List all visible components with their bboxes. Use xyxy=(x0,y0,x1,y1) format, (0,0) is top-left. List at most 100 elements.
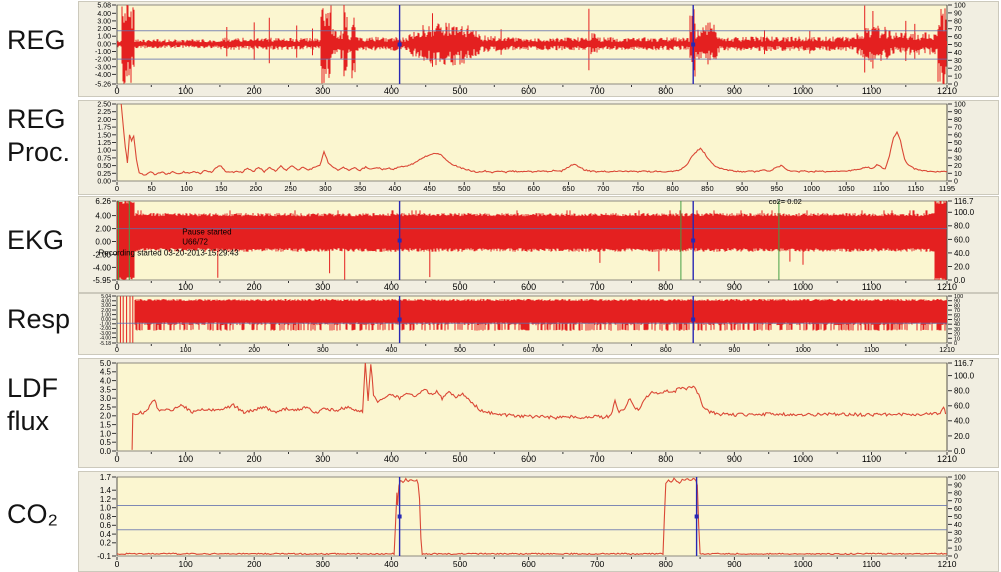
svg-text:100.0: 100.0 xyxy=(954,208,975,217)
panel-ekg[interactable]: Pause started U66/72 Recording started 03-… xyxy=(78,196,999,293)
svg-text:800: 800 xyxy=(658,86,673,96)
svg-text:60.0: 60.0 xyxy=(954,235,970,244)
svg-text:-2.00: -2.00 xyxy=(100,326,112,332)
svg-text:5.04: 5.04 xyxy=(101,294,111,300)
svg-text:100: 100 xyxy=(178,282,193,292)
svg-text:Recording started 03-20-2013-1: Recording started 03-20-2013-15:29:43 xyxy=(99,248,240,257)
svg-text:-2.00: -2.00 xyxy=(95,57,111,64)
svg-text:60: 60 xyxy=(954,313,960,319)
panel-resp[interactable]: 5.04 4.00 3.00 2.00 1.00 0.00 -1.00 -2.00 -3.00-… xyxy=(78,293,999,355)
svg-text:50: 50 xyxy=(954,514,962,521)
svg-text:0.75: 0.75 xyxy=(97,155,111,162)
svg-text:1.50: 1.50 xyxy=(97,132,111,139)
svg-text:1.5: 1.5 xyxy=(100,421,112,430)
svg-text:20: 20 xyxy=(954,538,962,545)
svg-text:400: 400 xyxy=(386,347,398,354)
svg-text:850: 850 xyxy=(701,184,714,193)
svg-text:1050: 1050 xyxy=(838,184,855,193)
svg-text:-0.1: -0.1 xyxy=(97,552,111,561)
svg-text:350: 350 xyxy=(354,184,367,193)
svg-text:10: 10 xyxy=(954,171,962,178)
panel-co2[interactable]: 1.7 1.4 1.2 1.0 0.8 0.6 0.4 0.2 -0.1 100 90 80 70 60 5… xyxy=(78,471,999,572)
svg-text:80.0: 80.0 xyxy=(954,387,970,396)
svg-text:30: 30 xyxy=(954,58,962,65)
svg-text:70: 70 xyxy=(954,498,962,505)
svg-text:4.0: 4.0 xyxy=(100,377,112,386)
svg-text:500: 500 xyxy=(452,454,467,464)
svg-text:1000: 1000 xyxy=(793,86,813,96)
svg-text:700: 700 xyxy=(591,347,603,354)
svg-text:900: 900 xyxy=(727,559,741,569)
svg-text:500: 500 xyxy=(453,559,467,569)
svg-text:700: 700 xyxy=(590,282,605,292)
signal-label-ekg: EKG xyxy=(7,225,65,255)
chart-svg-regproc[interactable]: 2.502.252.001.751.501.251.000.750.500.25… xyxy=(79,101,998,194)
svg-text:1210: 1210 xyxy=(938,559,957,569)
svg-text:-4.00: -4.00 xyxy=(93,263,112,272)
svg-text:500: 500 xyxy=(452,282,467,292)
svg-text:0: 0 xyxy=(115,559,120,569)
svg-text:500: 500 xyxy=(452,86,467,96)
chart-svg-resp[interactable]: 5.044.003.002.001.000.00-1.00-2.00-3.00-… xyxy=(79,294,998,354)
svg-text:0.4: 0.4 xyxy=(100,530,112,539)
svg-text:700: 700 xyxy=(590,454,605,464)
svg-text:1000: 1000 xyxy=(793,454,813,464)
panel-reg[interactable]: 5.08 4.00 3.00 2.00 1.00 0.00 -1.00 -2.00 -3.00-… xyxy=(78,1,999,97)
svg-text:2.00: 2.00 xyxy=(97,26,111,33)
svg-text:50: 50 xyxy=(148,184,156,193)
svg-text:50: 50 xyxy=(954,140,962,147)
svg-text:800: 800 xyxy=(666,184,679,193)
svg-text:20.0: 20.0 xyxy=(954,262,970,271)
svg-text:400: 400 xyxy=(384,282,399,292)
signal-label-ldf: LDF flux xyxy=(7,373,59,436)
svg-text:40: 40 xyxy=(954,50,962,57)
svg-text:20: 20 xyxy=(954,163,962,170)
svg-text:1.0: 1.0 xyxy=(100,504,112,513)
svg-text:500: 500 xyxy=(458,184,471,193)
svg-text:60.0: 60.0 xyxy=(954,402,970,411)
svg-text:-3.00: -3.00 xyxy=(95,64,111,71)
svg-text:1000: 1000 xyxy=(795,347,811,354)
svg-text:1100: 1100 xyxy=(873,184,889,193)
svg-text:1100: 1100 xyxy=(862,282,881,292)
svg-text:60: 60 xyxy=(954,132,962,139)
svg-text:40: 40 xyxy=(954,148,962,155)
svg-text:300: 300 xyxy=(316,559,330,569)
svg-text:0.00: 0.00 xyxy=(97,179,111,186)
svg-text:10: 10 xyxy=(954,546,962,553)
svg-text:-1.00: -1.00 xyxy=(95,49,111,56)
svg-text:90: 90 xyxy=(954,482,962,489)
panel-ldf[interactable]: 5.0 4.5 4.0 3.5 3.0 2.5 2.0 1.5 1.0 0.5 0.0 116.7 10… xyxy=(78,358,999,468)
svg-text:600: 600 xyxy=(523,347,535,354)
panel-regproc[interactable]: 2.50 2.25 2.00 1.75 1.50 1.25 1.00 0.75 0.50 0.25… xyxy=(78,100,999,195)
chart-svg-reg[interactable]: 5.084.003.002.001.000.00-1.00-2.00-3.00-… xyxy=(79,2,998,97)
svg-text:40: 40 xyxy=(954,322,960,328)
svg-text:800: 800 xyxy=(659,559,673,569)
svg-text:300: 300 xyxy=(315,86,330,96)
svg-text:750: 750 xyxy=(632,184,645,193)
svg-text:200: 200 xyxy=(247,559,261,569)
svg-text:0: 0 xyxy=(115,347,119,354)
svg-text:800: 800 xyxy=(658,454,673,464)
svg-text:40: 40 xyxy=(954,522,962,529)
svg-text:0.50: 0.50 xyxy=(97,163,111,170)
svg-text:10: 10 xyxy=(954,74,962,81)
svg-text:80: 80 xyxy=(954,303,960,309)
svg-text:50: 50 xyxy=(954,42,962,49)
svg-text:100: 100 xyxy=(954,294,963,300)
svg-text:200: 200 xyxy=(248,347,260,354)
svg-text:1.75: 1.75 xyxy=(97,125,111,132)
svg-text:650: 650 xyxy=(562,184,575,193)
svg-text:0.5: 0.5 xyxy=(100,438,112,447)
svg-text:1.25: 1.25 xyxy=(97,140,111,147)
svg-text:1.0: 1.0 xyxy=(100,429,112,438)
svg-text:4.00: 4.00 xyxy=(95,212,111,221)
svg-text:600: 600 xyxy=(521,454,536,464)
svg-text:0.0: 0.0 xyxy=(100,447,112,456)
svg-text:0: 0 xyxy=(115,184,119,193)
chart-svg-co2[interactable]: 1.71.41.21.00.80.60.40.2-0.1100908070605… xyxy=(79,472,998,571)
svg-text:100: 100 xyxy=(179,559,193,569)
svg-text:0.0: 0.0 xyxy=(954,447,966,456)
chart-svg-ldf[interactable]: 5.04.54.03.53.02.52.01.51.00.50.0116.710… xyxy=(79,359,998,467)
